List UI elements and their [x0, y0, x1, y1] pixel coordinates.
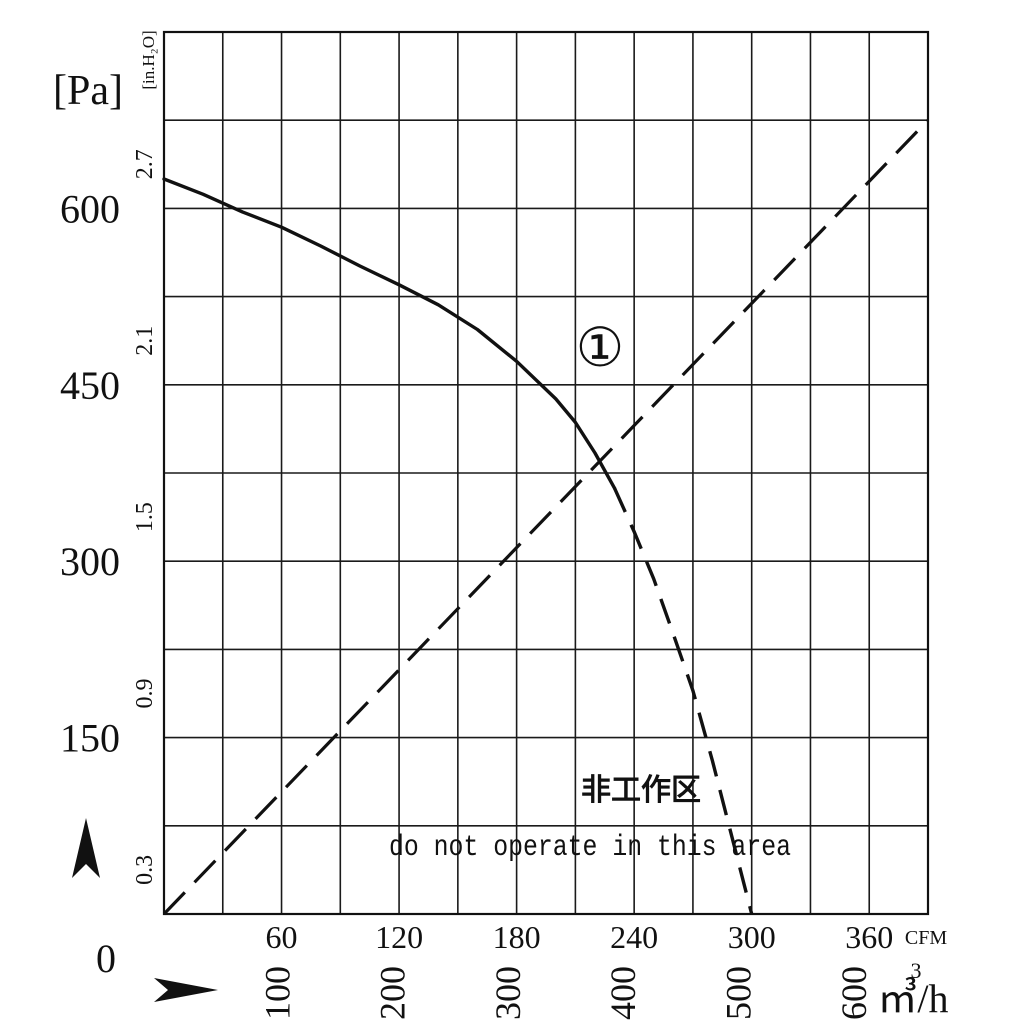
x-axis-arrow-icon: [154, 978, 218, 1002]
x-tick-cfm: 180: [493, 919, 541, 955]
curves: [162, 119, 930, 916]
x-tick-cfm: 360: [845, 919, 893, 955]
x-tick-m3h: 300: [488, 966, 528, 1020]
y-tick-pa: 150: [60, 716, 120, 761]
x-tick-m3h: 100: [257, 966, 297, 1020]
x-tick-cfm: 300: [728, 919, 776, 955]
y-tick-inh2o: 1.5: [132, 502, 158, 532]
y-tick-inh2o-group: 2.7: [132, 149, 158, 179]
zone-label-en: do not operate in this area: [389, 831, 791, 865]
x-tick-m3h-group: 200: [373, 966, 413, 1020]
y-tick-inh2o-group: 0.9: [132, 679, 158, 709]
x-tick-m3h: 500: [719, 966, 759, 1020]
fan-curve-dashed: [613, 487, 754, 915]
x-tick-m3h: 400: [603, 966, 643, 1020]
x-tick-m3h-group: 400: [603, 966, 643, 1020]
y-tick-inh2o: 2.1: [132, 326, 158, 356]
y-tick-pa: 600: [60, 186, 120, 231]
y-tick-pa: 450: [60, 363, 120, 408]
y-axis-arrow-icon: [72, 818, 100, 878]
grid: [162, 30, 930, 916]
curve-marker-label: ①: [576, 318, 624, 378]
labels: ① 非工作区 do not operate in this area 0 150 300 4…: [53, 30, 949, 1021]
y-tick-inh2o: 2.7: [132, 149, 158, 179]
x-tick-m3h-group: 300: [488, 966, 528, 1020]
y-tick-inh2o-group: 0.3: [132, 855, 158, 885]
x-unit-cfm: CFM: [905, 927, 947, 949]
zone-label-cn: 非工作区: [581, 774, 701, 807]
x-tick-m3h: 200: [373, 966, 413, 1020]
y-tick-inh2o: 0.3: [132, 855, 158, 885]
y-unit-inh2o: [in.H₂O]: [139, 30, 158, 89]
x-tick-m3h-group: 500: [719, 966, 759, 1020]
y-tick-pa: 0: [96, 936, 116, 981]
y-tick-inh2o: 0.9: [132, 679, 158, 709]
y-tick-pa: 300: [60, 539, 120, 584]
y-unit-pa: [Pa]: [53, 68, 123, 114]
x-unit-m3h-sup: 3: [911, 958, 922, 983]
y-unit-inh2o-group: [in.H₂O]: [139, 30, 158, 89]
x-unit-m3h: ㎥/h: [877, 976, 948, 1021]
x-tick-cfm: 240: [610, 919, 658, 955]
x-tick-cfm: 120: [375, 919, 423, 955]
y-tick-inh2o-group: 1.5: [132, 502, 158, 532]
y-tick-inh2o-group: 2.1: [132, 326, 158, 356]
system-resistance-line: [162, 119, 930, 916]
x-tick-cfm: 60: [266, 919, 298, 955]
plot-frame: [162, 30, 930, 916]
x-tick-m3h: 600: [834, 966, 874, 1020]
x-tick-m3h-group: 100: [257, 966, 297, 1020]
fan-curve-solid: [162, 177, 617, 490]
x-tick-m3h-group: 600: [834, 966, 874, 1020]
